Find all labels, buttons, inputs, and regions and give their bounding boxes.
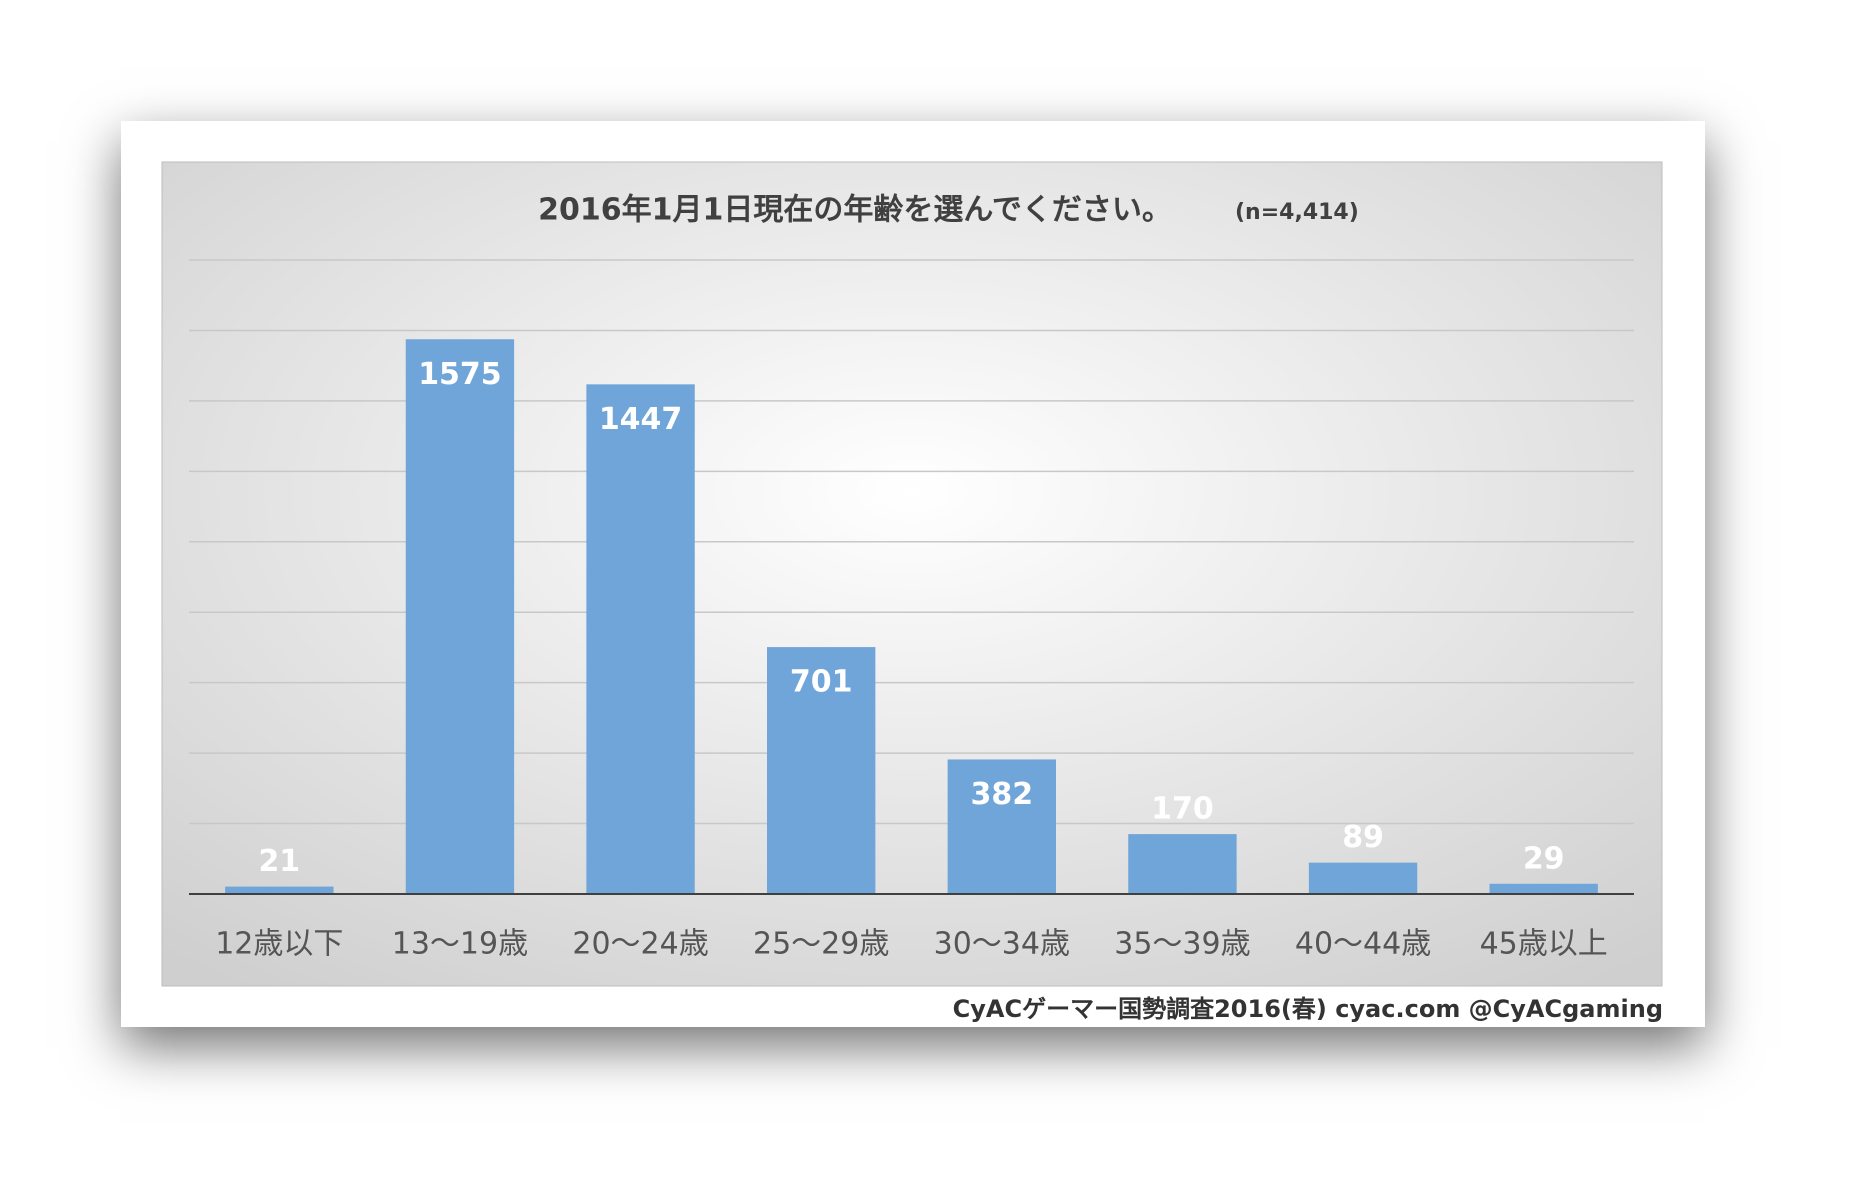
- bar: [947, 759, 1056, 894]
- x-tick-label: 30〜34歳: [934, 927, 1070, 962]
- value-label: 701: [790, 665, 853, 700]
- value-label: 89: [1342, 820, 1384, 855]
- x-tick-label: 45歳以上: [1480, 927, 1608, 962]
- x-tick-label: 13〜19歳: [392, 927, 528, 962]
- x-tick-label: 12歳以下: [215, 927, 343, 962]
- source: CyACゲーマー国勢調査2016(春) cyac.com @CyACgaming: [953, 995, 1663, 1023]
- x-tick-label: 25〜29歳: [753, 927, 889, 962]
- value-label: 29: [1523, 841, 1565, 876]
- value-label: 1447: [599, 402, 683, 437]
- x-tick-label: 35〜39歳: [1114, 927, 1250, 962]
- bar: [586, 384, 695, 894]
- x-tick-label: 20〜24歳: [572, 927, 708, 962]
- bar: [1308, 862, 1418, 894]
- value-label: 170: [1151, 792, 1214, 827]
- bar: [225, 886, 334, 894]
- bar: [1128, 834, 1237, 894]
- chart-title: 2016年1月1日現在の年齢を選んでください。: [538, 193, 1172, 228]
- bar: [405, 339, 515, 894]
- bar: [767, 647, 876, 894]
- value-label: 21: [258, 844, 300, 879]
- value-label: 382: [971, 777, 1034, 812]
- value-label: 1575: [418, 357, 502, 392]
- chart-subtitle: (n=4,414): [1235, 200, 1359, 225]
- bar: [1489, 883, 1598, 894]
- x-tick-label: 40〜44歳: [1295, 927, 1431, 962]
- plot-area: [161, 161, 1663, 987]
